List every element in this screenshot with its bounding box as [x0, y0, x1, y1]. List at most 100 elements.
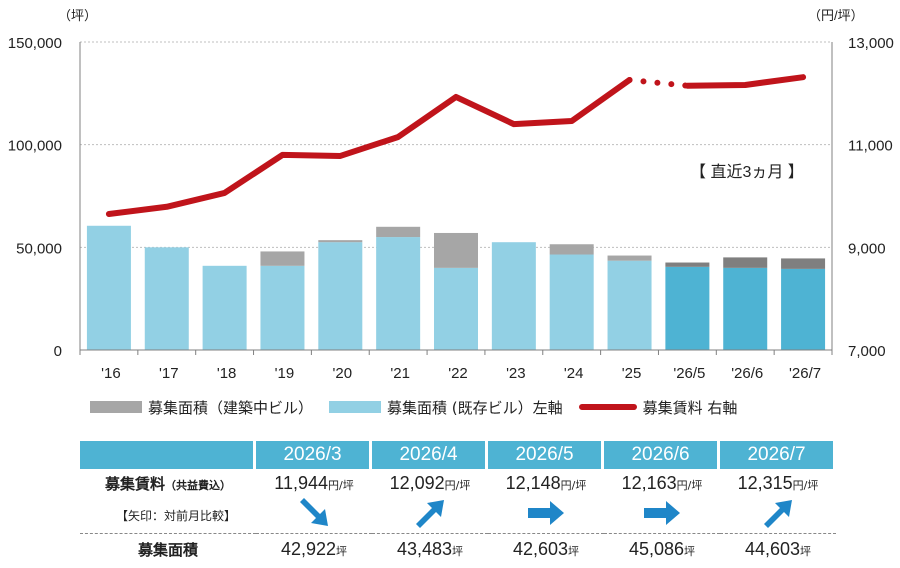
bar-existing: [376, 237, 421, 350]
rent-value: 12,092円/坪: [389, 472, 471, 493]
x-tick-label: '18: [217, 365, 237, 382]
arrow-row-label: 【矢印：対前月比較】: [115, 508, 236, 523]
trend-arrow-cell: [488, 497, 604, 533]
legend-swatch-construction: [90, 401, 142, 413]
table-row-area: 募集面積 42,922坪 43,483坪 42,603坪 45,086坪 44,…: [80, 533, 836, 564]
chart-legend: 募集面積（建築中ビル） 募集面積 (既存ビル）左軸 募集賃料 右軸: [90, 396, 850, 418]
x-tick-label: '24: [564, 365, 584, 382]
bar-existing: [260, 265, 305, 350]
area-value: 42,922坪: [256, 533, 372, 564]
bars: [86, 225, 826, 350]
legend-swatch-existing: [329, 401, 382, 413]
right-tick-label: 11,000: [848, 138, 893, 155]
bar-existing: [86, 225, 131, 350]
area-value: 42,603坪: [488, 533, 604, 564]
area-value: 44,603坪: [720, 533, 836, 564]
trend-arrow-cell: [720, 497, 836, 533]
bar-construction: [318, 240, 363, 243]
legend-swatch-rent: [578, 404, 637, 410]
x-tick-label: '20: [333, 365, 353, 382]
x-tick-label: '26/7: [789, 365, 821, 382]
trend-arrow-icon: [528, 500, 564, 525]
table-month-header: 2026/3: [256, 441, 372, 469]
bar-existing: [202, 265, 247, 350]
bar-construction: [260, 251, 305, 266]
x-tick-label: '22: [448, 365, 468, 382]
bar-existing: [144, 247, 189, 350]
bar-existing: [665, 266, 710, 350]
flat-arrow-shape: [528, 500, 564, 525]
left-tick-label: 0: [54, 343, 62, 360]
legend-item-existing: 募集面積 (既存ビル）左軸: [329, 397, 563, 418]
down-arrow-shape: [300, 497, 328, 526]
x-tick-label: '17: [159, 365, 179, 382]
rent-row-sublabel: （共益費込）: [165, 478, 231, 492]
trend-arrow-cell: [256, 497, 372, 533]
rent-row-label: 募集賃料（共益費込）: [104, 474, 231, 493]
x-tick-label: '26/5: [673, 365, 705, 382]
x-tick-label: '16: [101, 365, 121, 382]
right-tick-label: 13,000: [848, 35, 894, 52]
rent-line-solid: [684, 74, 807, 89]
rent-value: 12,148円/坪: [505, 472, 587, 493]
bar-existing: [434, 267, 478, 350]
bar-existing: [549, 254, 594, 350]
grid-lines: [80, 41, 832, 248]
recent-3-months-annotation: 【 直近3ヵ月 】: [690, 163, 804, 181]
legend-label-existing: 募集面積 (既存ビル）左軸: [387, 398, 563, 417]
bar-construction: [549, 244, 594, 255]
bar-construction: [607, 255, 652, 261]
bar-construction: [665, 262, 710, 267]
bar-existing: [607, 260, 652, 350]
bar-construction: [781, 258, 826, 269]
table-header-blank: [80, 441, 256, 469]
area-row-label: 募集面積: [80, 533, 256, 564]
right-tick-label: 7,000: [848, 343, 886, 360]
recent-months-table: 2026/3 2026/4 2026/5 2026/6 2026/7 募集賃料（…: [80, 441, 836, 564]
trend-arrow-cell: [604, 497, 720, 533]
rent-line-solid: [105, 76, 633, 217]
x-tick-label: '21: [390, 365, 410, 382]
rent-area-chart: 0 7,000 50,000 9,000 100,000 11,000 150,000 13,…: [8, 8, 894, 382]
trend-arrow-icon: [764, 499, 792, 528]
table-month-header: 2026/7: [720, 441, 836, 469]
trend-arrow-cell: [372, 497, 488, 533]
up-arrow-shape: [416, 499, 444, 528]
left-tick-label: 150,000: [8, 35, 62, 52]
bar-existing: [781, 268, 826, 350]
area-value: 43,483坪: [372, 533, 488, 564]
x-tick-label: '25: [622, 365, 642, 382]
x-tick-label: '19: [275, 365, 295, 382]
area-value: 45,086坪: [604, 533, 720, 564]
right-tick-label: 9,000: [848, 240, 886, 257]
bar-existing: [491, 242, 536, 350]
table-month-header: 2026/6: [604, 441, 720, 469]
legend-label-construction: 募集面積（建築中ビル）: [148, 398, 314, 417]
trend-arrow-icon: [416, 499, 444, 528]
table-month-header: 2026/5: [488, 441, 604, 469]
rent-value: 11,944円/坪: [274, 472, 354, 493]
table-month-header: 2026/4: [372, 441, 488, 469]
left-tick-label: 100,000: [8, 138, 62, 155]
legend-item-rent: 募集賃料 右軸: [578, 397, 738, 418]
right-axis-unit: （円/坪）: [808, 8, 864, 23]
bar-existing: [723, 267, 768, 350]
bar-construction: [434, 232, 478, 268]
trend-arrow-icon: [644, 500, 680, 525]
legend-item-construction: 募集面積（建築中ビル）: [90, 397, 313, 418]
legend-label-rent: 募集賃料 右軸: [642, 398, 738, 417]
table-row-arrows: 【矢印：対前月比較】: [80, 497, 836, 533]
rent-line: [105, 74, 807, 217]
axes: 0 7,000 50,000 9,000 100,000 11,000 150,000 13,…: [8, 35, 894, 382]
x-tick-label: '23: [506, 365, 526, 382]
bar-construction: [376, 226, 421, 238]
up-arrow-shape: [764, 499, 792, 528]
rent-line-dotted: [626, 76, 691, 89]
left-tick-label: 50,000: [16, 240, 62, 257]
table-row-rent: 募集賃料（共益費込） 11,944円/坪 12,092円/坪 12,148円/坪…: [80, 469, 836, 497]
x-tick-label: '26/6: [731, 365, 763, 382]
flat-arrow-shape: [644, 500, 680, 525]
rent-value: 12,163円/坪: [621, 472, 703, 493]
table-header-row: 2026/3 2026/4 2026/5 2026/6 2026/7: [80, 441, 836, 469]
left-axis-unit: （坪）: [58, 8, 97, 23]
